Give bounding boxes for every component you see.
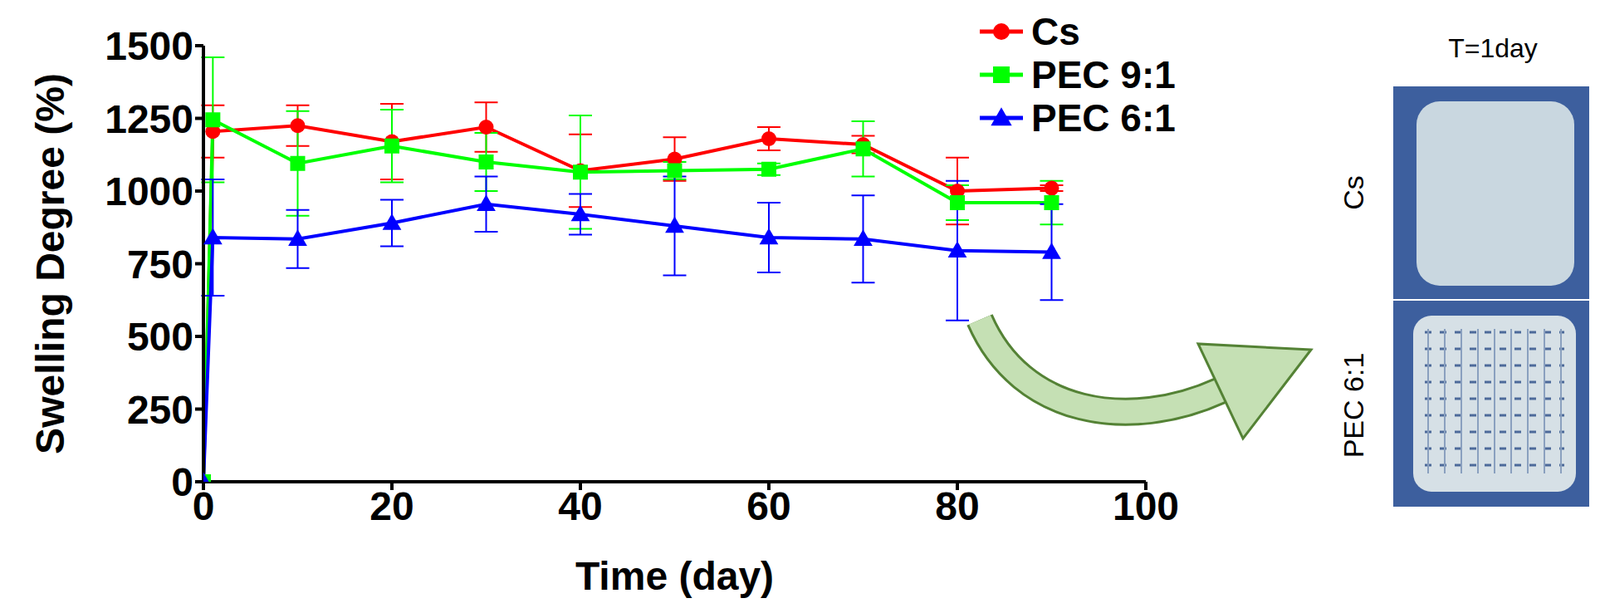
html-text:T=1day: T=1day: [1448, 33, 1538, 64]
svg-text:250: 250: [127, 387, 194, 432]
svg-text:80: 80: [934, 484, 979, 529]
svg-text:Swelling Degree (%): Swelling Degree (%): [28, 73, 73, 455]
svg-text:40: 40: [557, 484, 602, 529]
svg-text:60: 60: [746, 484, 791, 529]
svg-text:0: 0: [171, 459, 194, 504]
svg-text:20: 20: [369, 484, 414, 529]
html-text:PEC 9:1: PEC 9:1: [1031, 53, 1176, 97]
svg-text:1500: 1500: [104, 24, 194, 69]
svg-text:1250: 1250: [104, 97, 194, 142]
html-text:PEC 6:1: PEC 6:1: [1337, 352, 1370, 458]
svg-text:Time (day): Time (day): [575, 553, 774, 598]
svg-text:100: 100: [1112, 484, 1180, 529]
html-text:Cs: Cs: [1031, 9, 1081, 54]
svg-text:1000: 1000: [104, 169, 194, 214]
html-text:Cs: Cs: [1337, 175, 1370, 210]
svg-text:500: 500: [127, 314, 194, 359]
html-text:PEC 6:1: PEC 6:1: [1031, 96, 1176, 140]
svg-text:0: 0: [192, 484, 216, 529]
svg-text:750: 750: [127, 242, 194, 287]
